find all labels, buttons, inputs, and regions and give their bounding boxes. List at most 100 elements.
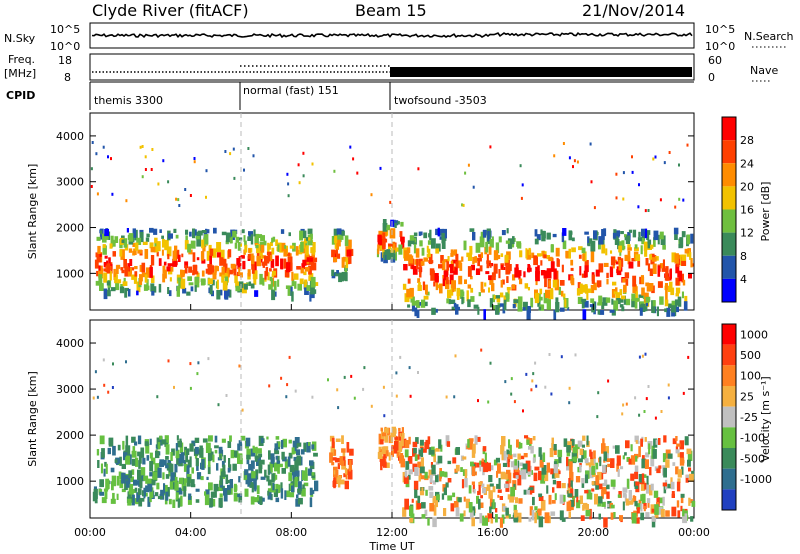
data-cell	[451, 306, 455, 310]
data-cell	[501, 436, 506, 447]
data-cell	[276, 460, 281, 464]
data-cell	[146, 233, 150, 238]
data-cell	[311, 472, 315, 476]
data-cell	[124, 288, 128, 298]
data-cell	[421, 299, 426, 308]
data-cell	[227, 467, 231, 473]
data-cell	[353, 396, 356, 400]
data-cell	[477, 490, 480, 496]
data-cell	[510, 377, 513, 381]
data-cell	[488, 246, 492, 255]
data-cell	[343, 375, 346, 379]
data-cell	[404, 293, 410, 303]
data-cell	[464, 279, 467, 284]
data-cell	[174, 481, 179, 491]
data-cell	[382, 431, 385, 441]
data-cell	[631, 155, 633, 159]
data-cell	[252, 271, 258, 280]
data-cell	[550, 288, 554, 299]
data-cell	[595, 462, 599, 470]
data-cell	[194, 285, 197, 292]
data-cell	[625, 402, 628, 406]
data-cell	[288, 439, 292, 444]
data-cell	[147, 478, 152, 485]
data-cell	[384, 238, 388, 243]
data-cell	[193, 157, 196, 160]
data-cell	[394, 436, 399, 446]
data-cell	[548, 494, 552, 505]
data-cell	[377, 234, 382, 243]
data-cell	[429, 474, 433, 483]
data-cell	[645, 512, 650, 518]
data-cell	[147, 496, 151, 507]
data-cell	[682, 508, 685, 517]
data-cell	[417, 461, 422, 469]
data-cell	[334, 235, 338, 243]
data-cell	[340, 230, 345, 236]
data-cell	[670, 287, 675, 296]
data-cell	[167, 263, 173, 267]
data-cell	[513, 453, 517, 458]
data-cell	[498, 269, 501, 279]
data-cell	[685, 474, 689, 483]
data-cell	[380, 252, 384, 262]
colorbar-tick-label: 100	[740, 370, 761, 383]
data-cell	[337, 239, 341, 247]
data-cell	[590, 241, 596, 252]
data-cell	[455, 306, 460, 310]
data-cell	[450, 503, 455, 512]
data-cell	[414, 307, 418, 317]
data-cell	[183, 486, 187, 497]
data-cell	[570, 275, 574, 284]
data-cell	[298, 181, 301, 185]
data-cell	[445, 279, 450, 290]
data-cell	[99, 253, 102, 257]
data-cell	[582, 435, 586, 441]
data-cell	[584, 284, 588, 290]
data-cell	[681, 273, 684, 283]
data-cell	[97, 460, 100, 468]
data-cell	[578, 246, 583, 251]
data-cell	[534, 238, 539, 245]
nave-tick-bottom: 0	[708, 71, 715, 84]
data-cell	[292, 440, 297, 452]
data-cell	[145, 443, 150, 454]
data-cell	[267, 479, 272, 486]
data-cell	[176, 286, 180, 297]
data-cell	[395, 394, 398, 398]
data-cell	[454, 354, 457, 358]
data-cell	[362, 387, 365, 391]
data-cell	[100, 230, 103, 235]
data-cell	[226, 270, 230, 276]
data-cell	[167, 271, 173, 275]
data-cell	[478, 498, 481, 510]
data-cell	[119, 286, 125, 294]
data-cell	[455, 507, 460, 517]
data-cell	[462, 203, 465, 207]
data-cell	[162, 265, 166, 274]
data-cell	[257, 234, 263, 238]
data-cell	[235, 281, 240, 288]
data-cell	[200, 476, 204, 481]
data-cell	[657, 234, 660, 245]
data-cell	[593, 450, 596, 459]
data-cell	[650, 483, 654, 491]
cpid-segment-3: twofsound -3503	[394, 94, 487, 107]
data-cell	[341, 435, 344, 444]
data-cell	[201, 459, 205, 470]
data-cell	[250, 283, 255, 289]
data-cell	[107, 155, 109, 159]
data-cell	[566, 445, 571, 453]
data-cell	[489, 298, 493, 308]
data-cell	[574, 489, 579, 498]
data-cell	[179, 442, 184, 453]
data-cell	[174, 463, 178, 473]
data-cell	[529, 506, 533, 516]
data-cell	[528, 446, 533, 450]
data-cell	[465, 498, 470, 509]
data-cell	[560, 307, 565, 312]
data-cell	[572, 456, 577, 462]
data-cell	[288, 452, 293, 459]
data-cell	[199, 447, 204, 458]
data-cell	[98, 274, 103, 285]
